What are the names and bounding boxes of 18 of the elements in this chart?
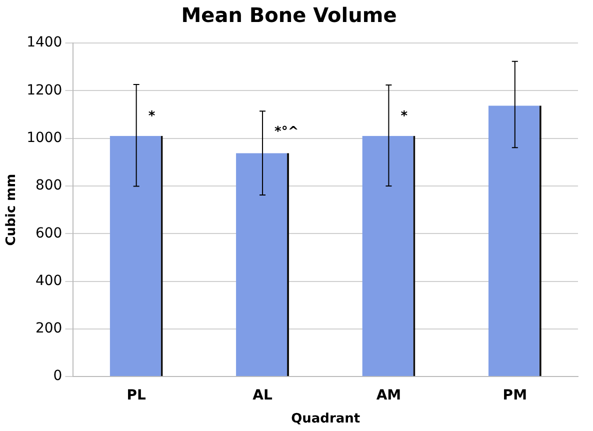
annotation: * xyxy=(148,109,156,124)
x-tick-label: AL xyxy=(252,388,272,404)
y-tick-label: 600 xyxy=(35,225,62,242)
y-tick-label: 200 xyxy=(35,320,62,337)
y-tick-label: 1200 xyxy=(26,82,62,98)
x-tick-label: PL xyxy=(126,388,146,404)
annotation: * xyxy=(400,109,408,124)
y-tick-label: 1400 xyxy=(26,34,62,51)
x-tick-label: AM xyxy=(376,388,402,404)
annotation: *°^ xyxy=(274,124,299,140)
x-axis-title: Quadrant xyxy=(291,412,360,427)
y-tick-label: 1000 xyxy=(26,130,62,146)
y-axis-title: Cubic mm xyxy=(4,174,20,246)
chart-title: Mean Bone Volume xyxy=(181,3,397,28)
y-tick-label: 800 xyxy=(35,178,62,194)
y-tick-label: 0 xyxy=(53,368,62,384)
x-tick-label: PM xyxy=(502,388,528,404)
y-tick-label: 400 xyxy=(35,272,62,289)
